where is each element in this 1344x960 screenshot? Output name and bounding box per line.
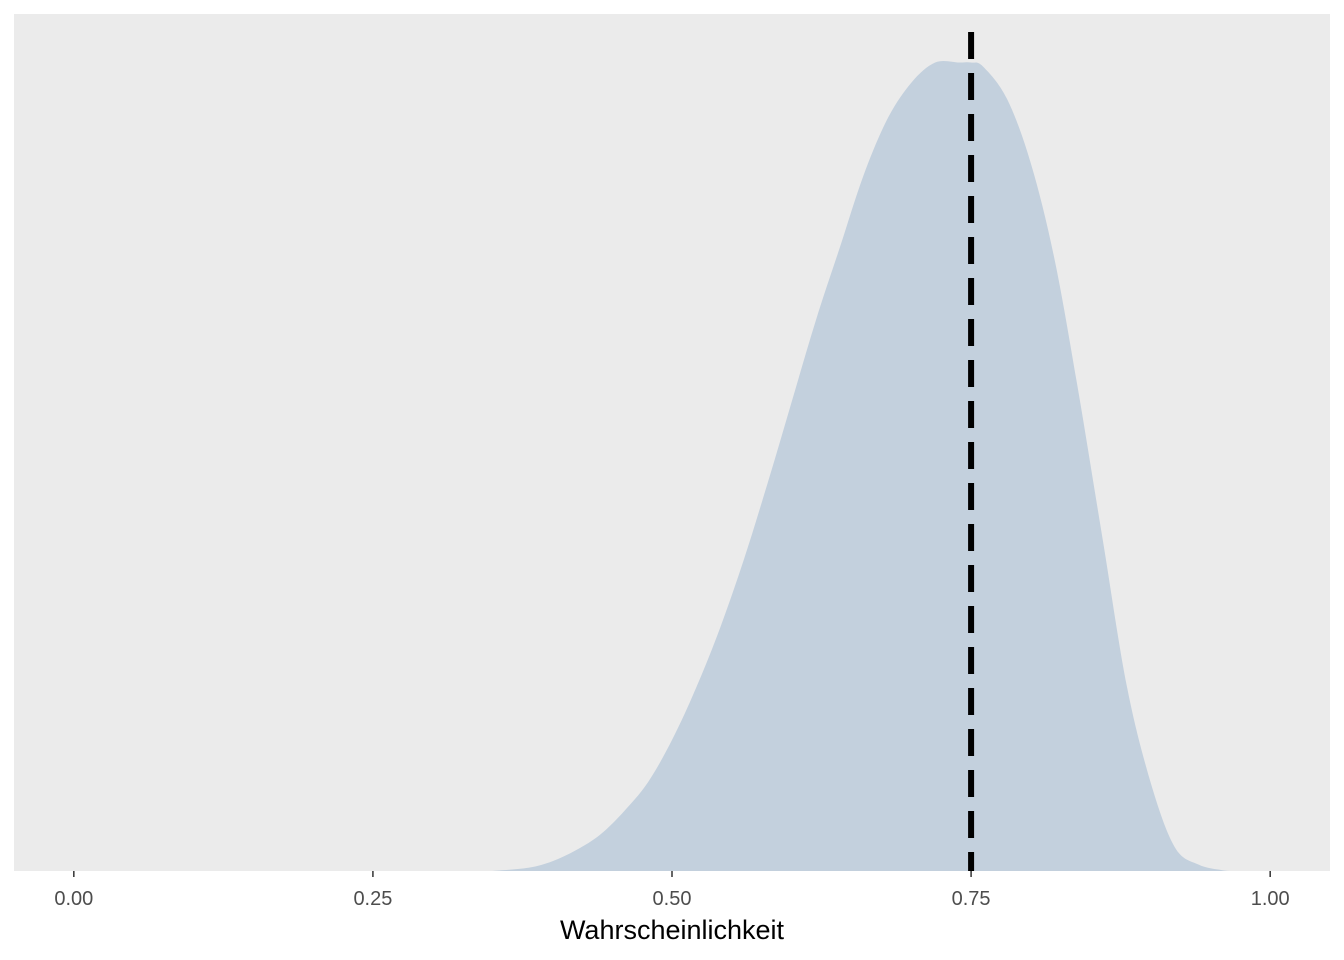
x-axis: 0.00 0.25 0.50 0.75 1.00	[54, 871, 1290, 910]
x-tick-label: 0.00	[54, 888, 93, 910]
x-tick-label: 0.75	[952, 888, 991, 910]
x-tick-label: 1.00	[1251, 888, 1290, 910]
x-tick-label: 0.50	[653, 888, 692, 910]
x-tick-label: 0.25	[353, 888, 392, 910]
density-area	[492, 60, 1235, 871]
x-axis-title: Wahrscheinlichkeit	[560, 915, 785, 945]
